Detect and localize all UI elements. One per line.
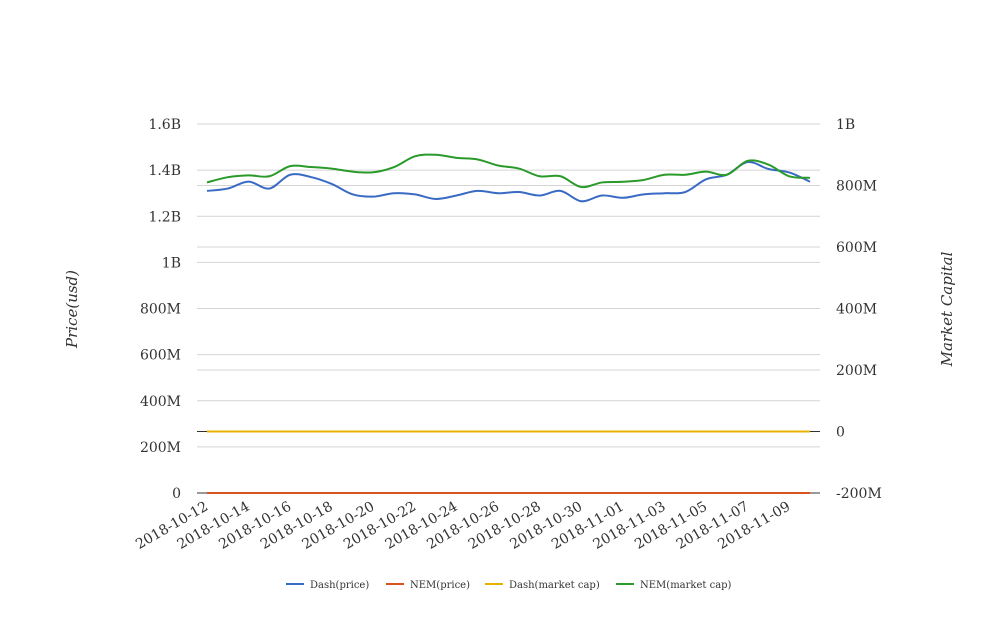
y-left-tick-label: 0 [172, 486, 181, 502]
y-right-tick-label: 0 [836, 425, 845, 441]
y-left-tick-label: 1.2B [148, 209, 181, 225]
series-line-nem-market-cap [206, 153, 811, 189]
y-right-tick-label: 600M [836, 240, 877, 256]
legend: Dash(price) NEM(price) Dash(market cap) NEM… [286, 580, 732, 591]
y-left-tick-label: 1.4B [148, 163, 181, 179]
legend-label: Dash(price) [310, 580, 369, 591]
y-right-tick-label: 1B [836, 117, 855, 133]
y-left-tick-label: 800M [140, 302, 181, 318]
y-right-tick-label: -200M [836, 486, 882, 502]
legend-item-dash-price[interactable]: Dash(price) [286, 580, 369, 591]
y-left-tick-label: 400M [140, 394, 181, 410]
legend-label: NEM(market cap) [640, 580, 732, 591]
x-axis-ticks: 2018-10-122018-10-142018-10-162018-10-18… [133, 499, 793, 553]
y-right-tick-label: 400M [836, 302, 877, 318]
y-left-tick-label: 200M [140, 440, 181, 456]
y-right-tick-label: 800M [836, 179, 877, 195]
y-axis-right-title: Market Capital [938, 251, 956, 367]
legend-label: NEM(price) [410, 580, 470, 591]
series-layer [206, 153, 811, 495]
legend-label: Dash(market cap) [509, 580, 600, 591]
grid-lines-right [197, 123, 820, 494]
y-axis-right-ticks: -200M 0 200M 400M 600M 800M 1B [836, 117, 882, 502]
y-left-tick-label: 1B [162, 255, 181, 271]
series-line-dash-price [206, 161, 811, 203]
y-axis-left-title: Price(usd) [63, 270, 81, 349]
legend-item-nem-price[interactable]: NEM(price) [386, 580, 470, 591]
y-right-tick-label: 200M [836, 363, 877, 379]
legend-item-nem-market-cap[interactable]: NEM(market cap) [616, 580, 732, 591]
legend-item-dash-market-cap[interactable]: Dash(market cap) [485, 580, 600, 591]
y-left-tick-label: 1.6B [148, 117, 181, 133]
y-left-tick-label: 600M [140, 348, 181, 364]
y-axis-left-ticks: 0 200M 400M 600M 800M 1B 1.2B 1.4B 1.6B [140, 117, 181, 502]
